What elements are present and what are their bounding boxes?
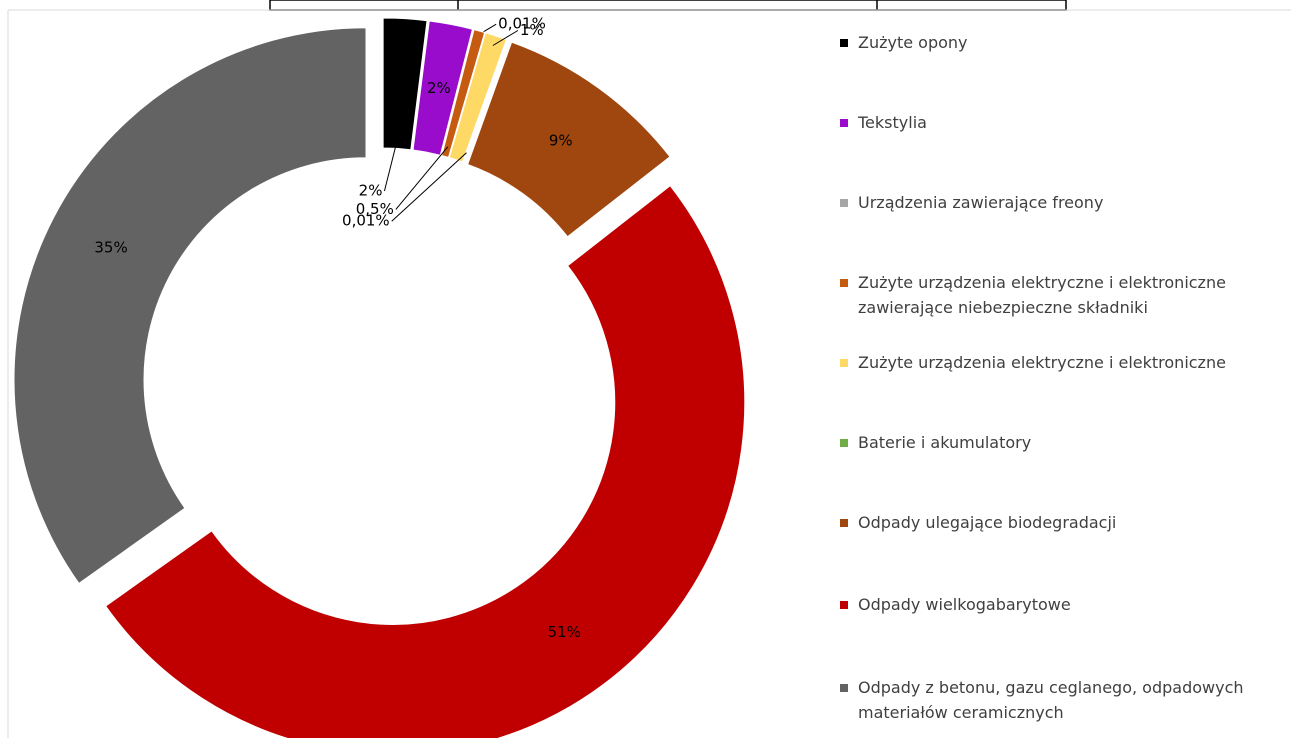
leader-line: [492, 30, 519, 46]
legend-item: Baterie i akumulatory: [840, 430, 1031, 455]
legend-swatch: [840, 359, 848, 367]
data-label: 51%: [547, 623, 580, 641]
header-table: [269, 0, 1067, 11]
data-label: 0,01%: [498, 15, 546, 33]
legend-swatch: [840, 279, 848, 287]
legend-label: Tekstylia: [858, 113, 927, 132]
data-label: 0,01%: [342, 212, 390, 230]
data-label: 2%: [359, 182, 383, 200]
donut-slice: [104, 185, 746, 738]
legend-label: Odpady z betonu, gazu ceglanego, odpadow…: [858, 678, 1244, 722]
legend-swatch: [840, 684, 848, 692]
legend-item: Zużyte urządzenia elektryczne i elektron…: [840, 350, 1226, 375]
data-label: 9%: [549, 131, 573, 149]
legend-item: Odpady ulegające biodegradacji: [840, 510, 1116, 535]
legend-swatch: [840, 519, 848, 527]
donut-slice: [462, 39, 508, 163]
legend-swatch: [840, 439, 848, 447]
leader-line: [383, 138, 399, 192]
legend-label: Zużyte urządzenia elektryczne i elektron…: [858, 273, 1226, 317]
legend-swatch: [840, 601, 848, 609]
legend-label: Urządzenia zawierające freony: [858, 193, 1104, 212]
donut-slice: [382, 17, 428, 151]
legend-swatch: [840, 39, 848, 47]
data-label: 35%: [94, 238, 127, 256]
legend-item: Zużyte opony: [840, 30, 968, 55]
legend-label: Odpady ulegające biodegradacji: [858, 513, 1117, 532]
legend-swatch: [840, 119, 848, 127]
legend-label: Odpady wielkogabarytowe: [858, 595, 1071, 614]
donut-slice: [448, 32, 508, 163]
legend-swatch: [840, 199, 848, 207]
legend-label: Baterie i akumulatory: [858, 433, 1032, 452]
donut-slice: [466, 41, 671, 238]
legend-item: Urządzenia zawierające freony: [840, 190, 1103, 215]
donut-slice: [13, 27, 367, 585]
donut-slice: [441, 29, 486, 159]
legend-item: Odpady z betonu, gazu ceglanego, odpadow…: [840, 675, 1280, 725]
legend-label: Zużyte opony: [858, 33, 968, 52]
data-label: 0,5%: [356, 200, 394, 218]
data-label: 1%: [520, 21, 544, 39]
legend-item: Odpady wielkogabarytowe: [840, 592, 1071, 617]
leader-line: [395, 146, 449, 210]
leader-line: [391, 152, 467, 222]
legend-item: Zużyte urządzenia elektryczne i elektron…: [840, 270, 1280, 320]
data-label: 2%: [427, 79, 451, 97]
legend-item: Tekstylia: [840, 110, 927, 135]
legend-label: Zużyte urządzenia elektryczne i elektron…: [858, 353, 1226, 372]
